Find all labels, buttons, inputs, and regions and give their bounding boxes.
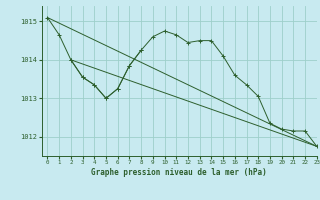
- X-axis label: Graphe pression niveau de la mer (hPa): Graphe pression niveau de la mer (hPa): [91, 168, 267, 177]
